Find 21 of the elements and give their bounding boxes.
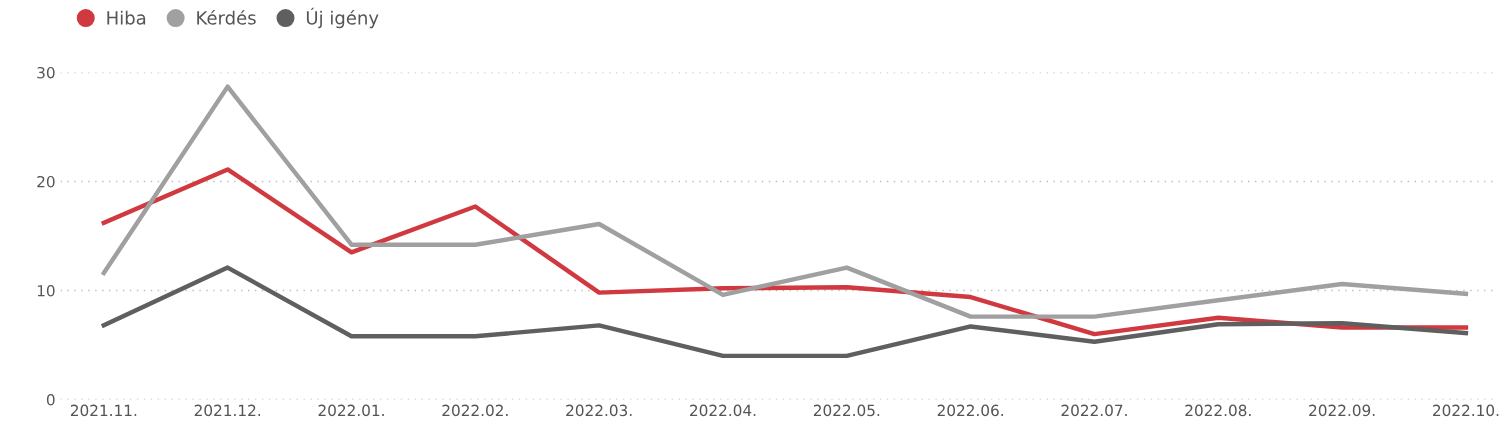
x-tick-label: 2022.06. xyxy=(937,404,1003,417)
y-tick-label: 20 xyxy=(37,175,55,188)
x-tick-label: 2022.02. xyxy=(442,404,508,417)
x-tick-label: 2022.08. xyxy=(1185,404,1251,417)
x-tick-label: 2022.07. xyxy=(1061,404,1127,417)
x-tick-label: 2021.12. xyxy=(194,404,261,417)
x-tick-label: 2022.09. xyxy=(1309,404,1375,417)
x-tick-label: 2022.04. xyxy=(690,404,756,417)
line-series xyxy=(101,265,1469,359)
x-tick-label: 2022.03. xyxy=(566,404,632,417)
x-tick-label: 2022.05. xyxy=(813,404,880,417)
y-tick-label: 0 xyxy=(46,393,55,406)
y-tick-label: 30 xyxy=(37,66,55,79)
x-tick-label: 2022.01. xyxy=(318,404,384,417)
x-tick-label: 2022.10. xyxy=(1433,404,1499,417)
line-series xyxy=(101,84,1469,319)
legend-label: Új igény xyxy=(306,7,379,29)
x-tick-label: 2021.11. xyxy=(70,404,137,417)
y-tick-label: 10 xyxy=(37,284,55,297)
legend-label: Hiba xyxy=(107,10,146,25)
legend-label: Kérdés xyxy=(197,9,256,25)
